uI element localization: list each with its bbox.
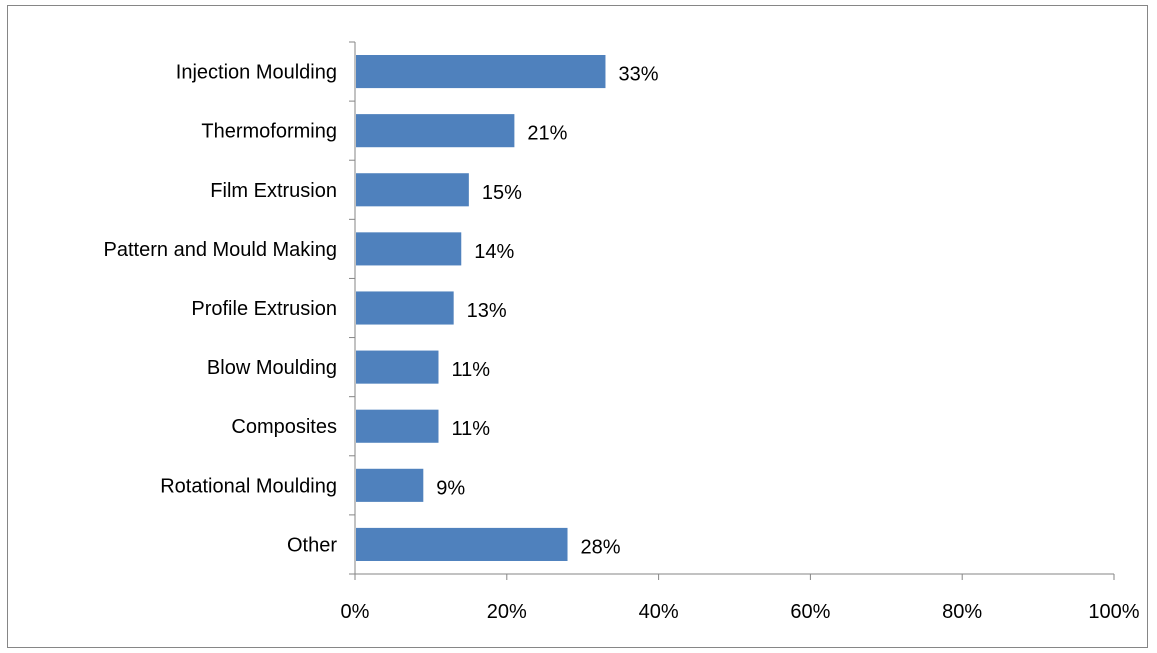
bars-layer [356,55,606,561]
category-label-7: Composites [231,416,337,438]
category-label-4: Pattern and Mould Making [104,239,337,261]
x-tick-label-5: 100% [1088,601,1139,623]
category-label-3: Film Extrusion [210,180,337,202]
bar-1 [356,55,606,89]
category-label-9: Other [287,534,337,556]
labels-layer: Injection Moulding 33% Thermoforming 21% Fil… [104,62,1140,623]
bar-8 [356,468,424,502]
category-label-2: Thermoforming [201,121,337,143]
x-tick-label-3: 60% [790,601,830,623]
data-label-6: 11% [451,359,490,381]
data-label-8: 9% [436,477,465,499]
bar-chart: Injection Moulding 33% Thermoforming 21% Fil… [104,41,1140,623]
axes-layer [349,41,1115,580]
chart-frame: Injection Moulding 33% Thermoforming 21% Fil… [7,5,1148,648]
data-label-4: 14% [474,241,514,263]
bar-7 [356,409,439,443]
category-label-6: Blow Moulding [207,357,337,379]
category-label-1: Injection Moulding [176,62,337,84]
bar-9 [356,527,568,561]
data-label-1: 33% [618,64,658,86]
data-label-9: 28% [581,536,621,558]
category-label-5: Profile Extrusion [191,298,337,320]
bar-6 [356,350,439,384]
bar-4 [356,232,462,266]
data-label-2: 21% [527,123,567,145]
x-tick-label-2: 40% [639,601,679,623]
data-label-7: 11% [451,418,490,440]
data-label-5: 13% [467,300,507,322]
bar-5 [356,291,454,325]
data-label-3: 15% [482,182,522,204]
category-label-8: Rotational Moulding [160,475,337,497]
bar-2 [356,114,515,148]
bar-3 [356,173,469,207]
x-tick-label-0: 0% [341,601,370,623]
x-tick-label-4: 80% [942,601,982,623]
x-tick-label-1: 20% [487,601,527,623]
